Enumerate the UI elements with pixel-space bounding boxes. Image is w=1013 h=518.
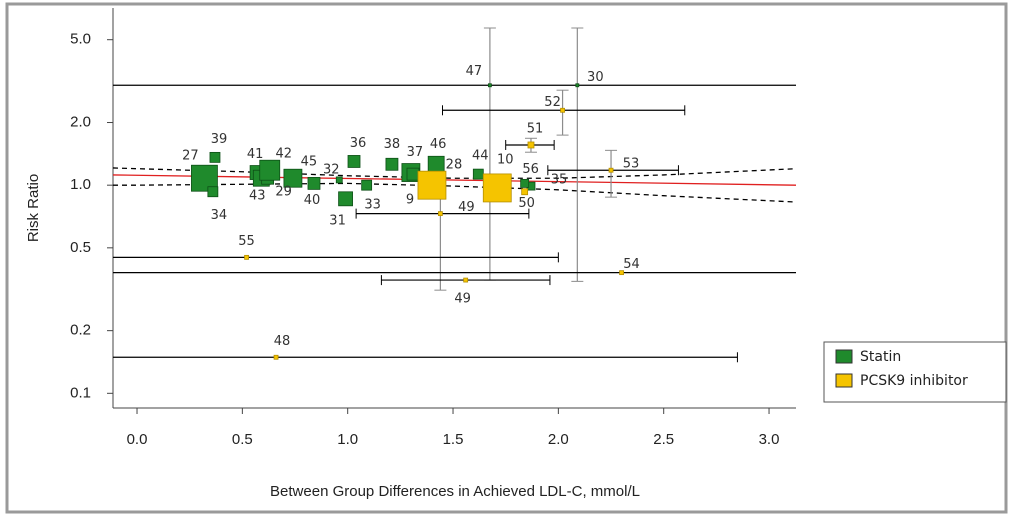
point-label: 54	[623, 257, 640, 272]
point-label: 52	[544, 95, 561, 110]
point	[283, 168, 303, 188]
point-label: 55	[238, 234, 255, 249]
legend-swatch	[835, 373, 853, 388]
point	[527, 141, 535, 149]
point-label: 34	[211, 208, 228, 223]
x-tick-label: 1.5	[443, 431, 464, 448]
point	[521, 188, 529, 196]
plot-area	[113, 27, 796, 363]
point-label: 44	[472, 149, 489, 164]
y-tick-label: 2.0	[70, 113, 91, 130]
point-label: 46	[430, 137, 447, 152]
point-label: 53	[623, 157, 640, 172]
x-tick-label: 3.0	[759, 431, 780, 448]
x-error-bar	[113, 352, 738, 363]
point-label: 33	[364, 198, 381, 213]
point-label: 10	[497, 152, 514, 167]
legend	[823, 341, 1007, 403]
confidence-band	[113, 182, 796, 203]
point	[347, 155, 361, 168]
point	[335, 176, 343, 184]
x-tick-label: 0.0	[127, 431, 148, 448]
point	[406, 167, 420, 181]
x-tick-label: 0.5	[232, 431, 253, 448]
point	[437, 211, 443, 217]
point-label: 37	[407, 145, 424, 160]
x-axis-label: Between Group Differences in Achieved LD…	[270, 483, 640, 500]
point	[209, 151, 221, 163]
point	[244, 254, 249, 260]
point-label: 42	[275, 147, 292, 162]
point	[463, 277, 469, 283]
point-label: 49	[454, 292, 471, 307]
point-label: 32	[323, 162, 340, 177]
point	[619, 270, 624, 276]
point-label: 56	[522, 162, 539, 177]
point-label: 28	[446, 158, 463, 173]
point	[482, 173, 512, 203]
point-label: 29	[275, 185, 292, 200]
y-tick-label: 5.0	[70, 31, 91, 48]
point	[575, 83, 580, 88]
point	[520, 178, 530, 188]
point	[385, 157, 399, 171]
point-label: 30	[587, 70, 604, 85]
point-label: 27	[182, 149, 199, 164]
x-tick-label: 2.5	[653, 431, 674, 448]
point	[361, 179, 373, 191]
point-label: 49	[458, 200, 475, 215]
point	[273, 354, 279, 360]
point	[472, 168, 484, 180]
point-label: 43	[249, 189, 266, 204]
legend-label: Statin	[860, 349, 901, 365]
point	[338, 191, 353, 207]
point	[427, 155, 445, 173]
legend-label: PCSK9 inhibitor	[860, 373, 968, 389]
point	[487, 83, 492, 88]
y-tick-label: 0.1	[70, 384, 91, 401]
point	[608, 167, 614, 173]
point-label: 50	[518, 196, 535, 211]
point-label: 48	[274, 334, 291, 349]
regression-line	[113, 174, 796, 186]
y-error-bar	[605, 149, 618, 198]
point-label: 31	[329, 213, 346, 228]
y-axis-label: Risk Ratio	[25, 174, 42, 242]
point-label: 45	[301, 155, 318, 170]
point-label: 35	[551, 173, 568, 188]
x-tick-label: 2.0	[548, 431, 569, 448]
y-error-bar	[571, 27, 584, 282]
point-label: 51	[527, 121, 544, 136]
point	[207, 186, 219, 198]
point-label: 40	[304, 193, 321, 208]
point-label: 38	[384, 137, 401, 152]
y-tick-label: 0.5	[70, 239, 91, 256]
legend-swatch	[835, 349, 853, 364]
x-error-bar	[113, 252, 559, 263]
point	[307, 176, 321, 190]
x-tick-label: 1.0	[337, 431, 358, 448]
point-label: 47	[466, 64, 483, 79]
y-tick-label: 0.2	[70, 322, 91, 339]
frame	[5, 2, 1008, 514]
point	[417, 170, 447, 200]
point-label: 36	[350, 136, 367, 151]
point	[259, 159, 281, 181]
point-label: 9	[406, 193, 414, 208]
y-tick-label: 1.0	[70, 176, 91, 193]
point	[560, 107, 565, 113]
point-label: 39	[211, 132, 228, 147]
confidence-band	[113, 167, 796, 179]
point-label: 41	[247, 147, 264, 162]
